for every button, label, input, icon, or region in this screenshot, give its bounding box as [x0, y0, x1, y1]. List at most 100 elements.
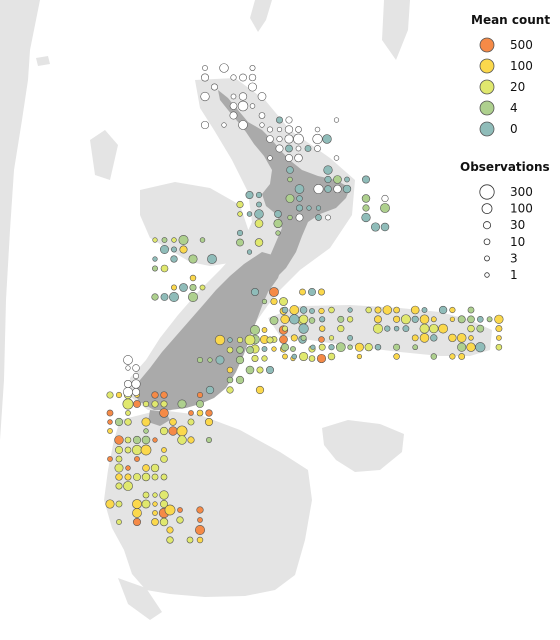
- observation-point: [159, 490, 169, 500]
- observation-point: [159, 426, 169, 436]
- observation-point: [105, 499, 115, 509]
- observation-point: [347, 334, 353, 341]
- observation-point: [160, 400, 168, 408]
- observation-point: [324, 175, 332, 184]
- observation-point: [361, 194, 371, 203]
- observation-point: [142, 464, 150, 472]
- observation-point: [335, 342, 346, 353]
- observation-point: [477, 316, 484, 323]
- observation-point: [114, 463, 124, 473]
- observation-point: [467, 306, 475, 314]
- observation-point: [124, 418, 132, 426]
- observation-point: [255, 191, 263, 199]
- zealandia-northwest: [140, 182, 250, 266]
- observation-point: [188, 410, 194, 416]
- observation-point: [259, 122, 265, 128]
- bounty-plateau: [322, 420, 404, 472]
- observation-point: [196, 391, 204, 399]
- observation-point: [333, 117, 340, 123]
- observation-point: [186, 536, 194, 544]
- observation-point: [289, 314, 300, 325]
- observation-point: [287, 214, 293, 221]
- observation-point: [337, 325, 345, 333]
- observation-point: [279, 297, 288, 306]
- count-legend-swatch: [479, 37, 495, 53]
- observation-point: [449, 316, 456, 322]
- observation-point: [393, 315, 401, 323]
- observation-point: [248, 82, 257, 92]
- observation-point: [238, 92, 248, 101]
- observation-point: [364, 343, 373, 352]
- observation-point: [160, 473, 168, 481]
- observations-legend-label: 300: [510, 185, 533, 199]
- campbell-plateau: [104, 410, 312, 597]
- observation-point: [166, 536, 174, 544]
- observation-point: [179, 245, 188, 254]
- observations-legend-swatch: [479, 184, 495, 200]
- observation-point: [152, 256, 158, 262]
- observations-legend-swatch: [484, 272, 490, 278]
- observation-point: [456, 333, 467, 343]
- observation-point: [230, 93, 237, 100]
- observation-point: [200, 120, 210, 130]
- observation-point: [114, 417, 124, 427]
- observation-point: [296, 195, 303, 202]
- observation-point: [284, 134, 294, 144]
- observation-point: [177, 435, 187, 445]
- observation-point: [309, 308, 315, 314]
- observation-point: [132, 435, 142, 445]
- observation-point: [211, 83, 218, 91]
- observation-point: [132, 364, 140, 372]
- observation-point: [322, 134, 332, 144]
- observation-points: [105, 63, 504, 544]
- observation-point: [166, 526, 174, 534]
- observation-point: [246, 211, 253, 217]
- observation-point: [411, 315, 419, 323]
- observation-point: [299, 351, 309, 362]
- observation-point: [328, 344, 335, 351]
- observation-point: [316, 353, 327, 364]
- observation-point: [236, 336, 244, 344]
- observation-point: [169, 418, 177, 426]
- observation-point: [161, 447, 167, 453]
- islands-north: [36, 0, 410, 66]
- observation-point: [177, 507, 183, 513]
- observation-point: [496, 335, 502, 341]
- observation-point: [199, 237, 206, 243]
- observation-point: [132, 372, 140, 380]
- observation-point: [235, 355, 245, 365]
- observation-point: [178, 235, 189, 245]
- observation-point: [245, 365, 255, 375]
- observation-point: [374, 344, 382, 351]
- observation-point: [115, 455, 123, 463]
- observation-point: [229, 111, 238, 120]
- observation-point: [430, 353, 437, 360]
- observation-point: [458, 353, 466, 360]
- observations-legend-swatch: [481, 203, 493, 215]
- observation-point: [196, 506, 204, 514]
- observation-point: [285, 194, 295, 203]
- count-legend-swatch: [479, 58, 495, 74]
- observation-point: [270, 297, 278, 306]
- observation-point: [299, 288, 306, 296]
- observation-point: [122, 398, 134, 410]
- observation-point: [131, 379, 141, 389]
- observation-point: [476, 324, 485, 333]
- observation-point: [238, 120, 248, 130]
- observation-point: [261, 355, 268, 362]
- observation-point: [237, 211, 243, 217]
- observation-point: [299, 306, 308, 314]
- macquarie-ridge: [118, 578, 162, 620]
- observation-point: [285, 144, 293, 153]
- observation-point: [256, 201, 262, 208]
- observation-point: [430, 316, 437, 323]
- observation-point: [151, 473, 159, 481]
- observation-point: [123, 355, 133, 365]
- observation-point: [197, 517, 203, 523]
- observation-point: [196, 400, 204, 408]
- observation-point: [229, 102, 238, 110]
- observation-point: [226, 366, 234, 374]
- count-legend-swatch: [479, 121, 495, 137]
- observations-legend-label: 100: [510, 202, 533, 216]
